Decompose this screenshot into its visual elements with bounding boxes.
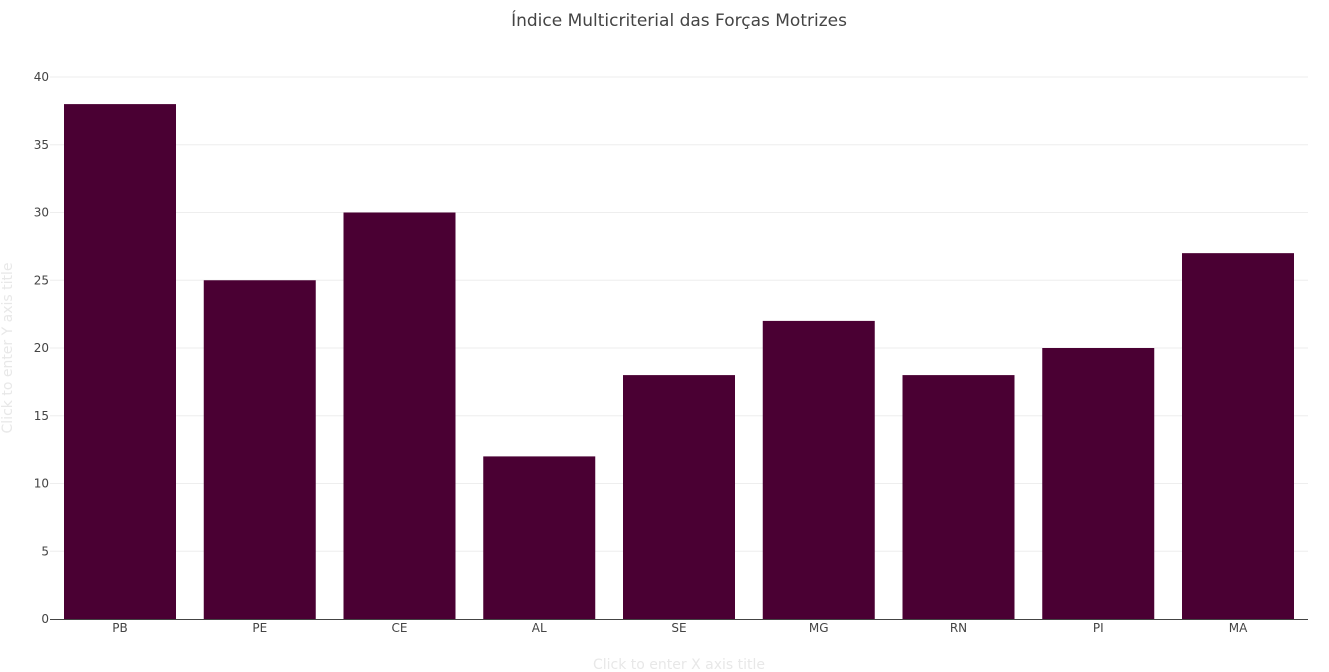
- x-tick-label: AL: [532, 621, 547, 635]
- y-tick-label: 35: [34, 138, 49, 152]
- x-axis-ticks: PB PE CE AL SE MG RN PI MA: [112, 621, 1248, 635]
- x-tick-label: RN: [950, 621, 967, 635]
- x-axis-title-placeholder[interactable]: Click to enter X axis title: [593, 657, 765, 672]
- y-tick-label: 20: [34, 341, 49, 355]
- bars: [64, 104, 1294, 620]
- bar-rn: [902, 375, 1015, 619]
- y-tick-label: 15: [34, 409, 49, 423]
- x-tick-label: PI: [1093, 621, 1104, 635]
- y-tick-label: 40: [34, 70, 49, 84]
- bar-ma: [1182, 253, 1294, 619]
- x-tick-label: PE: [252, 621, 267, 635]
- bar-pi: [1042, 348, 1155, 619]
- y-tick-label: 25: [34, 273, 49, 287]
- chart-title: Índice Multicriterial das Forças Motrize…: [511, 9, 847, 31]
- x-tick-label: SE: [671, 621, 686, 635]
- bar-mg: [762, 320, 875, 619]
- bar-ce: [343, 212, 456, 619]
- bar-al: [483, 456, 596, 619]
- y-axis-ticks: 0 5 10 15 20 25 30 35 40: [34, 70, 49, 626]
- x-tick-label: CE: [392, 621, 408, 635]
- x-tick-label: PB: [112, 621, 127, 635]
- bar-pe: [203, 280, 316, 619]
- bar-se: [623, 375, 735, 619]
- y-tick-label: 10: [34, 477, 49, 491]
- x-tick-label: MA: [1229, 621, 1248, 635]
- y-axis-title-placeholder[interactable]: Click to enter Y axis title: [0, 263, 16, 434]
- y-tick-label: 0: [41, 612, 49, 626]
- bar-pb: [64, 104, 176, 620]
- y-tick-label: 5: [41, 544, 49, 558]
- x-tick-label: MG: [809, 621, 829, 635]
- y-tick-label: 30: [34, 206, 49, 220]
